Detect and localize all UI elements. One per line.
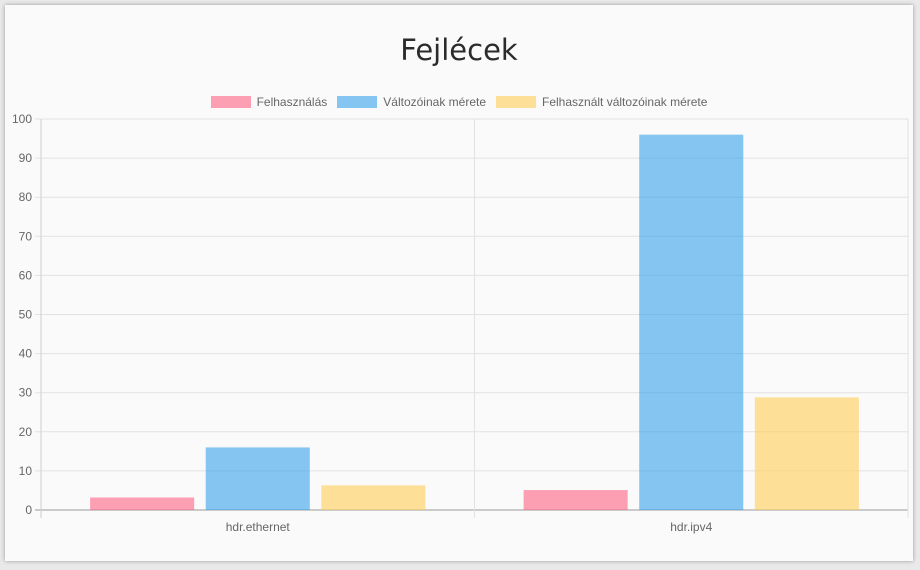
legend-swatch <box>210 96 251 108</box>
bar-2-2 <box>639 134 744 510</box>
chart-legend: Felhasználás Változóinak mérete Felhaszn… <box>5 95 913 109</box>
y-tick-label: 100 <box>12 112 32 126</box>
y-tick-label: 50 <box>19 308 33 322</box>
x-tick-label: hdr.ethernet <box>226 520 291 534</box>
y-tick-label: 30 <box>19 386 33 400</box>
bar-1-2 <box>523 490 628 510</box>
legend-label: Felhasznált változóinak mérete <box>542 95 708 109</box>
y-tick-label: 90 <box>19 151 33 165</box>
bar-1-1 <box>90 497 195 510</box>
y-tick-label: 20 <box>19 425 33 439</box>
legend-label: Felhasználás <box>256 95 328 109</box>
bar-3-2 <box>754 397 859 510</box>
legend-label: Változóinak mérete <box>383 95 487 109</box>
bar-chart-plot: 0 10 20 30 40 50 60 70 80 90 100 hdr.ethernet hdr.ip… <box>12 112 909 534</box>
legend-swatch <box>337 96 378 108</box>
x-tick-label: hdr.ipv4 <box>670 520 712 534</box>
chart-card: Fejlécek Felhasználás Változóinak mérete… <box>5 5 913 561</box>
legend-swatch <box>496 96 537 108</box>
chart-title: Fejlécek <box>400 33 518 67</box>
y-tick-label: 80 <box>19 190 33 204</box>
y-tick-label: 70 <box>19 229 33 243</box>
legend-item-felhasznalas[interactable]: Felhasználás <box>210 95 328 109</box>
bar-3-1 <box>321 485 426 510</box>
y-tick-label: 40 <box>19 347 33 361</box>
legend-item-felhasznalt-valtozoinak-merete[interactable]: Felhasznált változóinak mérete <box>496 95 707 109</box>
y-tick-label: 0 <box>25 503 32 517</box>
bar-2-1 <box>205 447 310 510</box>
legend-item-valtozoinak-merete[interactable]: Változóinak mérete <box>337 95 486 109</box>
y-tick-label: 60 <box>19 268 33 282</box>
y-tick-label: 10 <box>19 464 33 478</box>
